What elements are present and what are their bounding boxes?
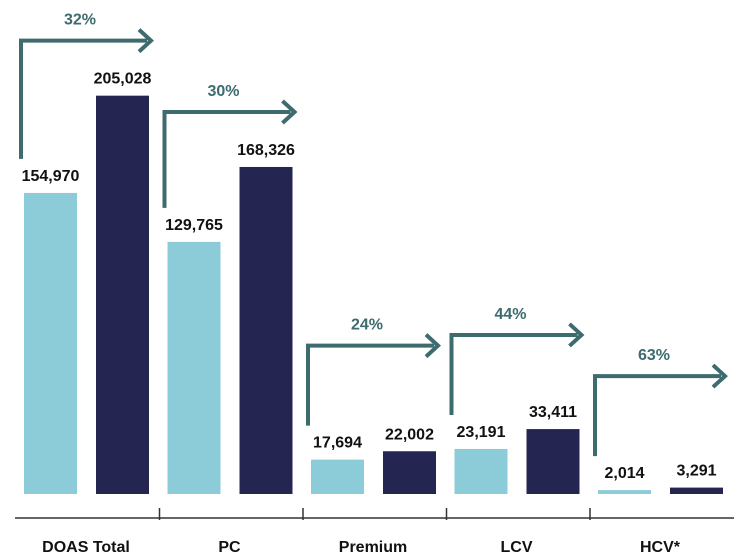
bar-doas-total-s2 [96, 95, 149, 495]
bar-hcv--s1 [598, 490, 651, 494]
bar-premium-s2 [383, 451, 436, 494]
growth-arrow-head [711, 363, 728, 389]
value-label: 154,970 [22, 168, 80, 185]
category-label: LCV [501, 539, 533, 556]
bar-premium-s1 [311, 459, 364, 494]
growth-label: 63% [638, 347, 670, 364]
growth-label: 24% [351, 317, 383, 334]
growth-arrow-head [568, 322, 585, 348]
x-axis: DOAS Total PC Premium LCV HCV* [15, 508, 734, 556]
bar-lcv-s1 [454, 448, 508, 494]
value-label: 3,291 [676, 463, 716, 480]
growth-label: 32% [64, 12, 96, 29]
bar-doas-total-s1 [24, 192, 77, 494]
growth-arrow-line [593, 374, 721, 457]
growth-arrow-line [449, 332, 578, 415]
growth-label: 30% [207, 83, 239, 100]
value-label: 2,014 [604, 465, 644, 482]
bar-pc-s1 [167, 241, 221, 494]
value-label: 22,002 [385, 426, 434, 443]
growth-label: 44% [494, 306, 526, 323]
value-label: 129,765 [165, 217, 223, 234]
growth-arrows: 32% 30% 24% 44% 63% [19, 12, 728, 457]
value-label: 23,191 [457, 424, 506, 441]
category-label: DOAS Total [42, 539, 130, 556]
value-label: 205,028 [94, 71, 152, 88]
bar-pc-s2 [239, 166, 293, 495]
growth-arrow-head [281, 99, 298, 125]
growth-arrow-head [137, 28, 154, 54]
growth-arrow-line [306, 343, 434, 426]
value-label: 17,694 [313, 435, 362, 452]
value-label: 33,411 [529, 404, 577, 421]
value-label: 168,326 [237, 142, 295, 159]
bar-hcv--s2 [670, 487, 723, 494]
category-label: PC [218, 539, 241, 556]
growth-arrow-head [424, 333, 441, 359]
category-label: Premium [339, 539, 407, 556]
growth-arrow-line [162, 109, 291, 208]
bar-lcv-s2 [526, 429, 580, 494]
bars [24, 95, 723, 495]
growth-arrow-line [19, 38, 147, 159]
value-labels: 154,970 205,028 129,765 168,326 17,694 22,002… [22, 71, 717, 482]
category-label: HCV* [640, 539, 681, 556]
